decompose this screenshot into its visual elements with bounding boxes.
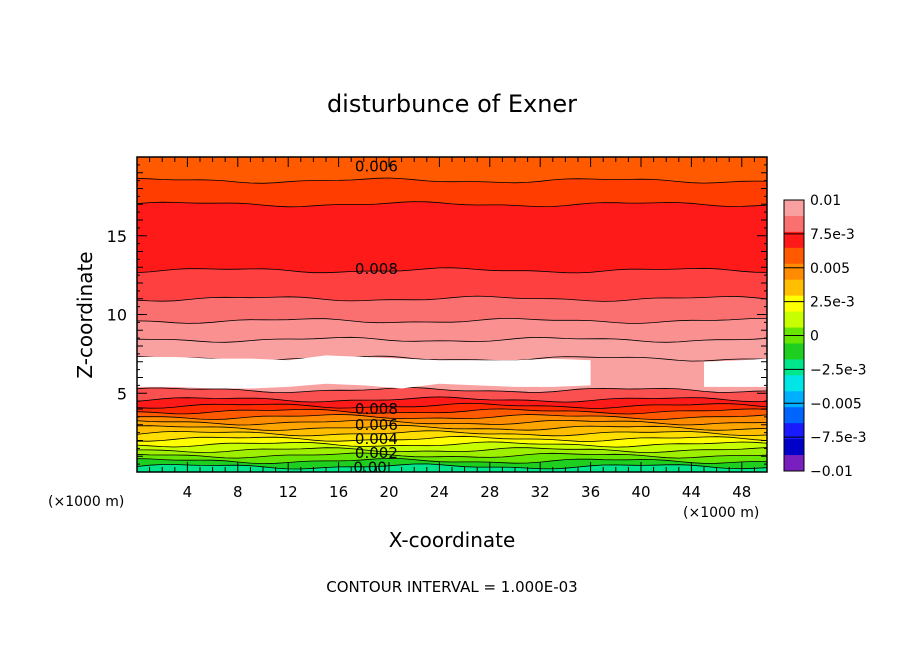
x-tick-label: 36 [581, 483, 600, 501]
contour-label: 0.002 [355, 444, 398, 462]
colorbar-label: 7.5e-3 [810, 227, 855, 243]
contour-line [136, 441, 768, 448]
colorbar-label: −0.005 [810, 396, 862, 412]
contour-band [137, 178, 767, 207]
contour-line [136, 419, 768, 426]
contour-line [137, 447, 768, 453]
contour-line [136, 408, 768, 415]
colorbar-swatch [784, 295, 804, 313]
contour-line [136, 201, 768, 208]
colorbar-swatch [784, 311, 804, 329]
colorbar-swatch [784, 423, 804, 440]
colorbar-label: 2.5e-3 [810, 295, 855, 311]
contour-label: 0.006 [355, 157, 398, 175]
x-tick-label: 12 [279, 483, 298, 501]
contour-label: 0.00 [353, 458, 386, 476]
out-of-range-region [137, 355, 591, 389]
x-unit-left: (×1000 m) [48, 494, 124, 510]
x-axis-label: X-coordinate [389, 528, 516, 552]
colorbar: 0.01 7.5e-3 0.005 2.5e-3 0 −2.5e-3 −0.005 −7.5e… [783, 193, 867, 480]
contour-band [137, 396, 767, 409]
contour-line [136, 463, 768, 470]
contour-band [137, 408, 767, 420]
x-tick-label: 48 [732, 483, 751, 501]
contour-line [136, 457, 767, 465]
colorbar-swatch [784, 439, 804, 456]
contour-band [137, 267, 767, 302]
colorbar-swatch [784, 247, 804, 265]
out-of-range-region [704, 358, 767, 387]
colorbar-label: −0.01 [810, 464, 853, 480]
y-tick-label: 10 [107, 306, 127, 325]
x-tick-label: 28 [480, 483, 499, 501]
contour-line [136, 267, 768, 274]
contour-label: 0.006 [355, 416, 398, 434]
contour-band [137, 425, 767, 436]
contour-line [136, 396, 768, 403]
contour-band [137, 414, 767, 425]
contour-label: 0.004 [355, 430, 398, 448]
contour-line [136, 177, 767, 184]
contour-band [137, 337, 767, 362]
colorbar-swatch [784, 215, 804, 233]
contour-line [136, 430, 768, 437]
x-tick-label: 20 [379, 483, 398, 501]
x-tick-label: 8 [233, 483, 243, 501]
contour-band [137, 453, 767, 464]
contour-interval-note: CONTOUR INTERVAL = 1.000E-03 [326, 578, 577, 596]
chart-title: disturbunce of Exner [327, 90, 577, 118]
colorbar-label: −7.5e-3 [810, 430, 867, 446]
contour-line [136, 336, 768, 343]
x-tick-label: 24 [430, 483, 449, 501]
x-unit-right: (×1000 m) [683, 505, 759, 521]
y-tick-label: 5 [117, 384, 127, 403]
contour-band [137, 403, 767, 414]
colorbar-swatch [784, 343, 804, 360]
colorbar-label: 0.005 [810, 261, 850, 277]
contour-band [137, 420, 767, 431]
contour-line [137, 435, 768, 442]
contour-line [136, 295, 768, 302]
x-tick-label: 44 [682, 483, 701, 501]
contour-band [137, 436, 767, 448]
contour-line [137, 414, 768, 420]
x-tick-label: 16 [329, 483, 348, 501]
contour-band [137, 318, 767, 343]
contour-line [136, 402, 768, 409]
colorbar-swatch [784, 391, 804, 408]
contour-label: 0.008 [355, 400, 398, 418]
y-tick-label: 15 [107, 227, 127, 246]
colorbar-label: −2.5e-3 [810, 362, 867, 378]
contour-band [137, 296, 767, 324]
colorbar-label: 0.01 [810, 193, 841, 209]
contour-line [136, 318, 767, 324]
colorbar-swatch [784, 375, 804, 392]
x-tick-label: 4 [183, 483, 193, 501]
contour-label: 0.008 [355, 260, 398, 278]
contour-line [136, 424, 768, 431]
contour-line [136, 387, 768, 393]
colorbar-swatch [784, 231, 804, 249]
contour-band [137, 201, 767, 273]
x-tick-label: 40 [631, 483, 650, 501]
colorbar-label: 0 [810, 329, 819, 345]
y-axis-label: Z-coordinate [73, 251, 97, 378]
contour-band [137, 387, 767, 403]
contour-band [137, 458, 767, 469]
colorbar-swatch [784, 359, 804, 376]
colorbar-swatch [784, 455, 804, 472]
colorbar-swatch [784, 279, 804, 297]
x-tick-label: 32 [531, 483, 550, 501]
colorbar-swatch [784, 263, 804, 281]
contour-line [136, 452, 768, 459]
colorbar-swatch [784, 200, 804, 217]
contour-band [137, 157, 767, 184]
colorbar-swatch [784, 407, 804, 424]
